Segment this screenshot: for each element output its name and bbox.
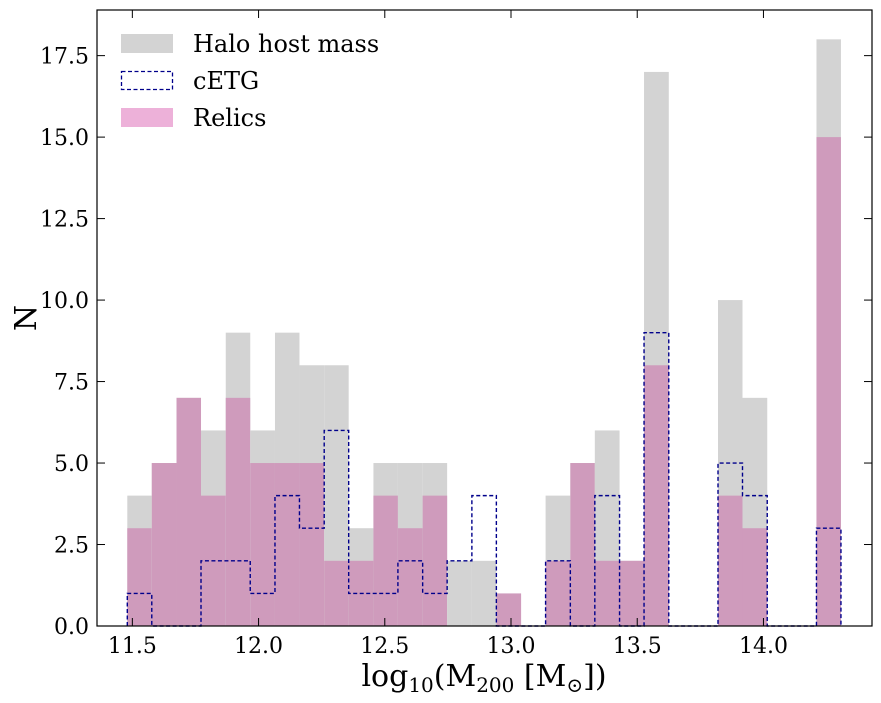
relics-bar — [274, 463, 300, 626]
x-tick-label: 14.0 — [739, 634, 788, 659]
legend-label-halo: Halo host mass — [193, 30, 379, 58]
relics-bar — [397, 528, 423, 626]
x-tick-label: 11.5 — [108, 634, 157, 659]
y-tick-label: 2.5 — [54, 534, 89, 559]
x-label-m: M — [445, 659, 476, 694]
y-tick-label: 0.0 — [54, 615, 89, 640]
relics-bar — [373, 495, 398, 626]
x-label-close: ]) — [583, 659, 606, 694]
x-tick-label: 12.5 — [360, 634, 409, 659]
y-tick-label: 17.5 — [40, 45, 89, 70]
y-tick-label: 7.5 — [54, 371, 89, 396]
x-tick-label: 12.0 — [234, 634, 283, 659]
halo-bar — [447, 560, 472, 626]
relics-bar — [644, 365, 669, 626]
relics-bar — [594, 560, 620, 626]
y-tick-label: 15.0 — [40, 126, 89, 151]
x-tick-label: 13.5 — [613, 634, 662, 659]
relics-bar — [176, 397, 202, 626]
relics-bar — [299, 463, 325, 626]
y-axis-label: N — [9, 305, 44, 331]
relics-bar — [127, 528, 152, 626]
x-label-m-sub: 200 — [476, 673, 514, 697]
ticks-layer: 11.5 12.0 12.5 13.0 13.5 14.0 0.0 2.5 5.0 7.5 10.0… — [40, 10, 872, 659]
relics-bar — [496, 593, 522, 626]
legend-label-cetg: cETG — [193, 67, 259, 95]
halo-bar — [471, 560, 497, 626]
x-tick-label: 13.0 — [487, 634, 536, 659]
relics-bar — [619, 560, 645, 626]
relics-bar — [742, 528, 768, 626]
cetg-step-layer — [126, 331, 842, 627]
x-label-log-sub: 10 — [408, 673, 433, 697]
y-tick-label: 10.0 — [40, 289, 89, 314]
relics-bar — [250, 463, 275, 626]
relics-bar — [225, 397, 251, 626]
x-label-log: log — [361, 659, 408, 694]
y-tick-label: 5.0 — [54, 452, 89, 477]
legend-label-relics: Relics — [193, 104, 266, 132]
relics-bar — [816, 137, 841, 626]
x-label-open-bracket: [ — [514, 659, 535, 694]
relics-bar — [545, 560, 571, 626]
relics-bar — [324, 560, 349, 626]
plot-frame — [96, 9, 873, 627]
x-label-open-paren: ( — [434, 659, 446, 694]
y-tick-label: 12.5 — [40, 208, 89, 233]
x-axis-label: log10(M200 [M⊙]) — [361, 659, 606, 697]
relics-bar — [151, 463, 177, 626]
legend-swatch-halo — [121, 34, 173, 53]
relics-bar — [570, 463, 595, 626]
legend-swatch-relics — [121, 108, 173, 127]
legend-swatch-cetg — [120, 70, 174, 91]
x-label-unit: M — [536, 659, 567, 694]
relics-bar — [718, 495, 743, 626]
bars-layer — [127, 39, 841, 627]
x-label-sun-symbol: ⊙ — [566, 673, 583, 697]
legend: Halo host mass cETG Relics — [120, 30, 379, 132]
relics-bar — [422, 495, 448, 626]
cetg-step-line — [126, 331, 842, 627]
